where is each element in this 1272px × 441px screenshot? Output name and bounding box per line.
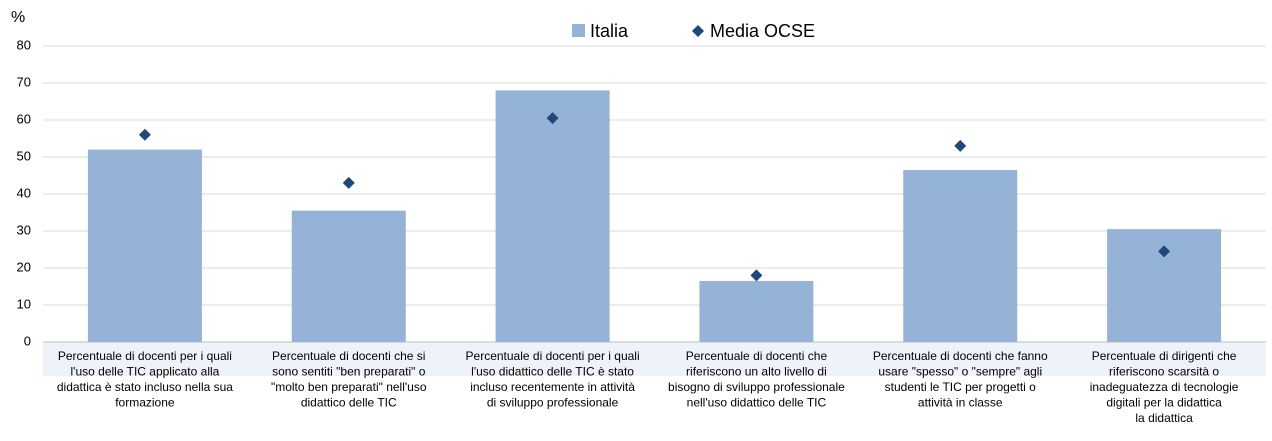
legend-label: Italia — [590, 21, 629, 41]
diamond-marker — [138, 128, 151, 141]
legend-swatch — [692, 25, 704, 37]
y-tick-label: 20 — [17, 259, 31, 274]
y-tick-label: 0 — [24, 333, 31, 348]
x-tick-label: sono sentiti "ben preparati" o — [272, 365, 426, 379]
legend-swatch — [572, 24, 585, 37]
legend-label: Media OCSE — [710, 21, 815, 41]
x-tick-label: l'uso didattico delle TIC è stato — [471, 365, 634, 379]
x-tick-label: riferiscono scarsità o — [1109, 365, 1219, 379]
x-tick-label: Percentuale di docenti che — [686, 349, 828, 363]
x-tick-label: Percentuale di docenti per i quali — [58, 349, 232, 363]
diamond-marker — [954, 139, 967, 152]
x-tick-label: didattico delle TIC — [301, 396, 397, 410]
bar — [903, 169, 1018, 342]
x-tick-label: la didattica — [1135, 411, 1193, 425]
y-tick-label: 60 — [17, 111, 31, 126]
x-tick-label: didattica è stato incluso nella sua — [57, 380, 233, 394]
category-band — [43, 342, 1266, 376]
y-tick-label: 30 — [17, 222, 31, 237]
x-tick-label: Percentuale di docenti che fanno — [873, 349, 1048, 363]
bar — [291, 210, 406, 342]
x-tick-label: attività in classe — [918, 396, 1003, 410]
y-tick-label: 50 — [17, 148, 31, 163]
x-tick-label: Percentuale di docenti per i quali — [466, 349, 640, 363]
diamond-marker — [1158, 245, 1171, 258]
x-tick-label: Percentuale di dirigenti che — [1092, 349, 1237, 363]
x-tick-label: l'uso delle TIC applicato alla — [71, 365, 220, 379]
diamond-marker — [750, 269, 763, 282]
x-tick-label: incluso recentemente in attività — [470, 380, 635, 394]
x-tick-label: studenti le TIC per progetti o — [885, 380, 1037, 394]
x-tick-label: nell'uso didattico delle TIC — [687, 396, 827, 410]
x-tick-label: formazione — [115, 396, 175, 410]
x-tick-label: riferiscono un alto livello di — [686, 365, 827, 379]
bar — [87, 149, 202, 342]
y-tick-label: 70 — [17, 74, 31, 89]
y-tick-label: 40 — [17, 185, 31, 200]
y-axis-label: % — [11, 9, 25, 26]
x-tick-label: "molto ben preparati" nell'uso — [271, 380, 427, 394]
y-tick-label: 10 — [17, 296, 31, 311]
x-tick-label: inadeguatezza di tecnologie — [1090, 380, 1239, 394]
x-tick-label: bisogno di sviluppo professionale — [668, 380, 845, 394]
x-tick-label: usare "spesso" o "sempre" agli — [878, 365, 1042, 379]
x-tick-label: di sviluppo professionale — [487, 396, 619, 410]
diamond-marker — [546, 112, 559, 125]
bar — [495, 90, 610, 343]
diamond-marker — [342, 176, 355, 189]
bar — [699, 280, 814, 342]
x-tick-label: digitali per la didattica — [1106, 396, 1222, 410]
y-tick-label: 80 — [17, 37, 31, 52]
x-tick-label: Percentuale di docenti che si — [272, 349, 425, 363]
